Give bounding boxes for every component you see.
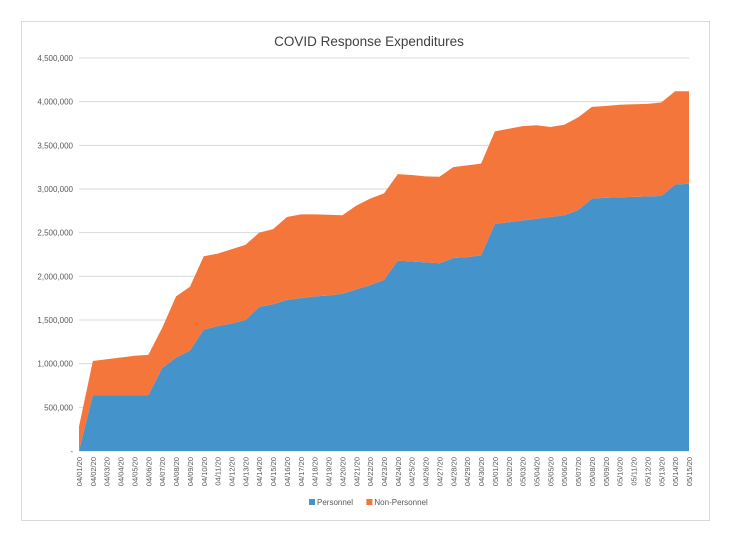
x-tick-label: 04/30/20	[477, 457, 486, 486]
y-tick-label: -	[70, 447, 73, 456]
y-tick-label: 3,500,000	[37, 141, 73, 150]
x-tick-label: 04/26/20	[422, 457, 431, 486]
x-tick-label: 05/14/20	[671, 457, 680, 486]
x-tick-label: 05/13/20	[657, 457, 666, 486]
x-tick-label: 05/01/20	[491, 457, 500, 486]
x-tick-label: 05/05/20	[546, 457, 555, 486]
chart-title: COVID Response Expenditures	[274, 34, 464, 49]
area-series-group	[79, 91, 689, 451]
x-tick-label: 04/07/20	[158, 457, 167, 486]
x-tick-label: 04/01/20	[75, 457, 84, 486]
legend-label-non-personnel: Non-Personnel	[374, 498, 428, 507]
x-tick-label: 05/10/20	[616, 457, 625, 486]
y-tick-label: 2,000,000	[37, 272, 73, 281]
x-tick-label: 04/16/20	[283, 457, 292, 486]
x-tick-label: 04/24/20	[394, 457, 403, 486]
y-tick-label: 2,500,000	[37, 229, 73, 238]
x-tick-label: 05/02/20	[505, 457, 514, 486]
y-axis-tick-labels: - 500,000 1,000,000 1,500,000 2,000,000 2,500…	[37, 54, 73, 456]
y-tick-label: 3,000,000	[37, 185, 73, 194]
x-tick-label: 04/05/20	[130, 457, 139, 486]
x-tick-label: 04/23/20	[380, 457, 389, 486]
x-tick-label: 04/17/20	[297, 457, 306, 486]
x-tick-label: 04/19/20	[325, 457, 334, 486]
x-tick-label: 04/18/20	[311, 457, 320, 486]
legend-label-personnel: Personnel	[317, 498, 353, 507]
x-tick-label: 05/03/20	[519, 457, 528, 486]
y-tick-label: 4,500,000	[37, 54, 73, 63]
chart-frame: COVID Response Expenditures - 500,000 1,00…	[21, 21, 710, 521]
y-tick-label: 4,000,000	[37, 98, 73, 107]
area-series-personnel	[79, 183, 689, 451]
x-tick-label: 05/11/20	[630, 457, 639, 486]
x-tick-label: 04/15/20	[269, 457, 278, 486]
x-tick-label: 05/12/20	[643, 457, 652, 486]
x-tick-label: 04/04/20	[117, 457, 126, 486]
x-tick-label: 04/27/20	[435, 457, 444, 486]
area-series-non-personnel	[79, 91, 689, 451]
legend: Personnel Non-Personnel	[309, 498, 428, 507]
x-tick-label: 04/06/20	[144, 457, 153, 486]
x-tick-label: 04/02/20	[89, 457, 98, 486]
x-tick-label: 05/09/20	[602, 457, 611, 486]
x-tick-label: 05/06/20	[560, 457, 569, 486]
x-tick-label: 05/04/20	[533, 457, 542, 486]
legend-swatch-personnel	[309, 499, 315, 505]
x-tick-label: 04/28/20	[449, 457, 458, 486]
x-tick-label: 04/22/20	[366, 457, 375, 486]
x-tick-label: 04/11/20	[214, 457, 223, 486]
x-tick-label: 04/21/20	[352, 457, 361, 486]
legend-swatch-non-personnel	[366, 499, 373, 505]
x-tick-label: 05/08/20	[588, 457, 597, 486]
y-tick-label: 1,500,000	[37, 316, 73, 325]
x-tick-label: 04/14/20	[255, 457, 264, 486]
x-tick-label: 04/08/20	[172, 457, 181, 486]
x-tick-label: 04/12/20	[228, 457, 237, 486]
x-tick-label: 04/13/20	[241, 457, 250, 486]
y-tick-label: 1,000,000	[37, 360, 73, 369]
x-tick-label: 04/10/20	[200, 457, 209, 486]
x-tick-label: 04/25/20	[408, 457, 417, 486]
stacked-area-chart: COVID Response Expenditures - 500,000 1,00…	[37, 34, 694, 507]
x-axis-tick-labels: 04/01/20 04/02/20 04/03/20 04/04/20 04/05/20…	[75, 457, 694, 486]
x-tick-label: 04/20/20	[338, 457, 347, 486]
y-tick-label: 500,000	[44, 403, 73, 412]
x-tick-label: 04/29/20	[463, 457, 472, 486]
x-tick-label: 04/09/20	[186, 457, 195, 486]
x-tick-label: 05/15/20	[685, 457, 694, 486]
x-tick-label: 04/03/20	[103, 457, 112, 486]
x-tick-label: 05/07/20	[574, 457, 583, 486]
